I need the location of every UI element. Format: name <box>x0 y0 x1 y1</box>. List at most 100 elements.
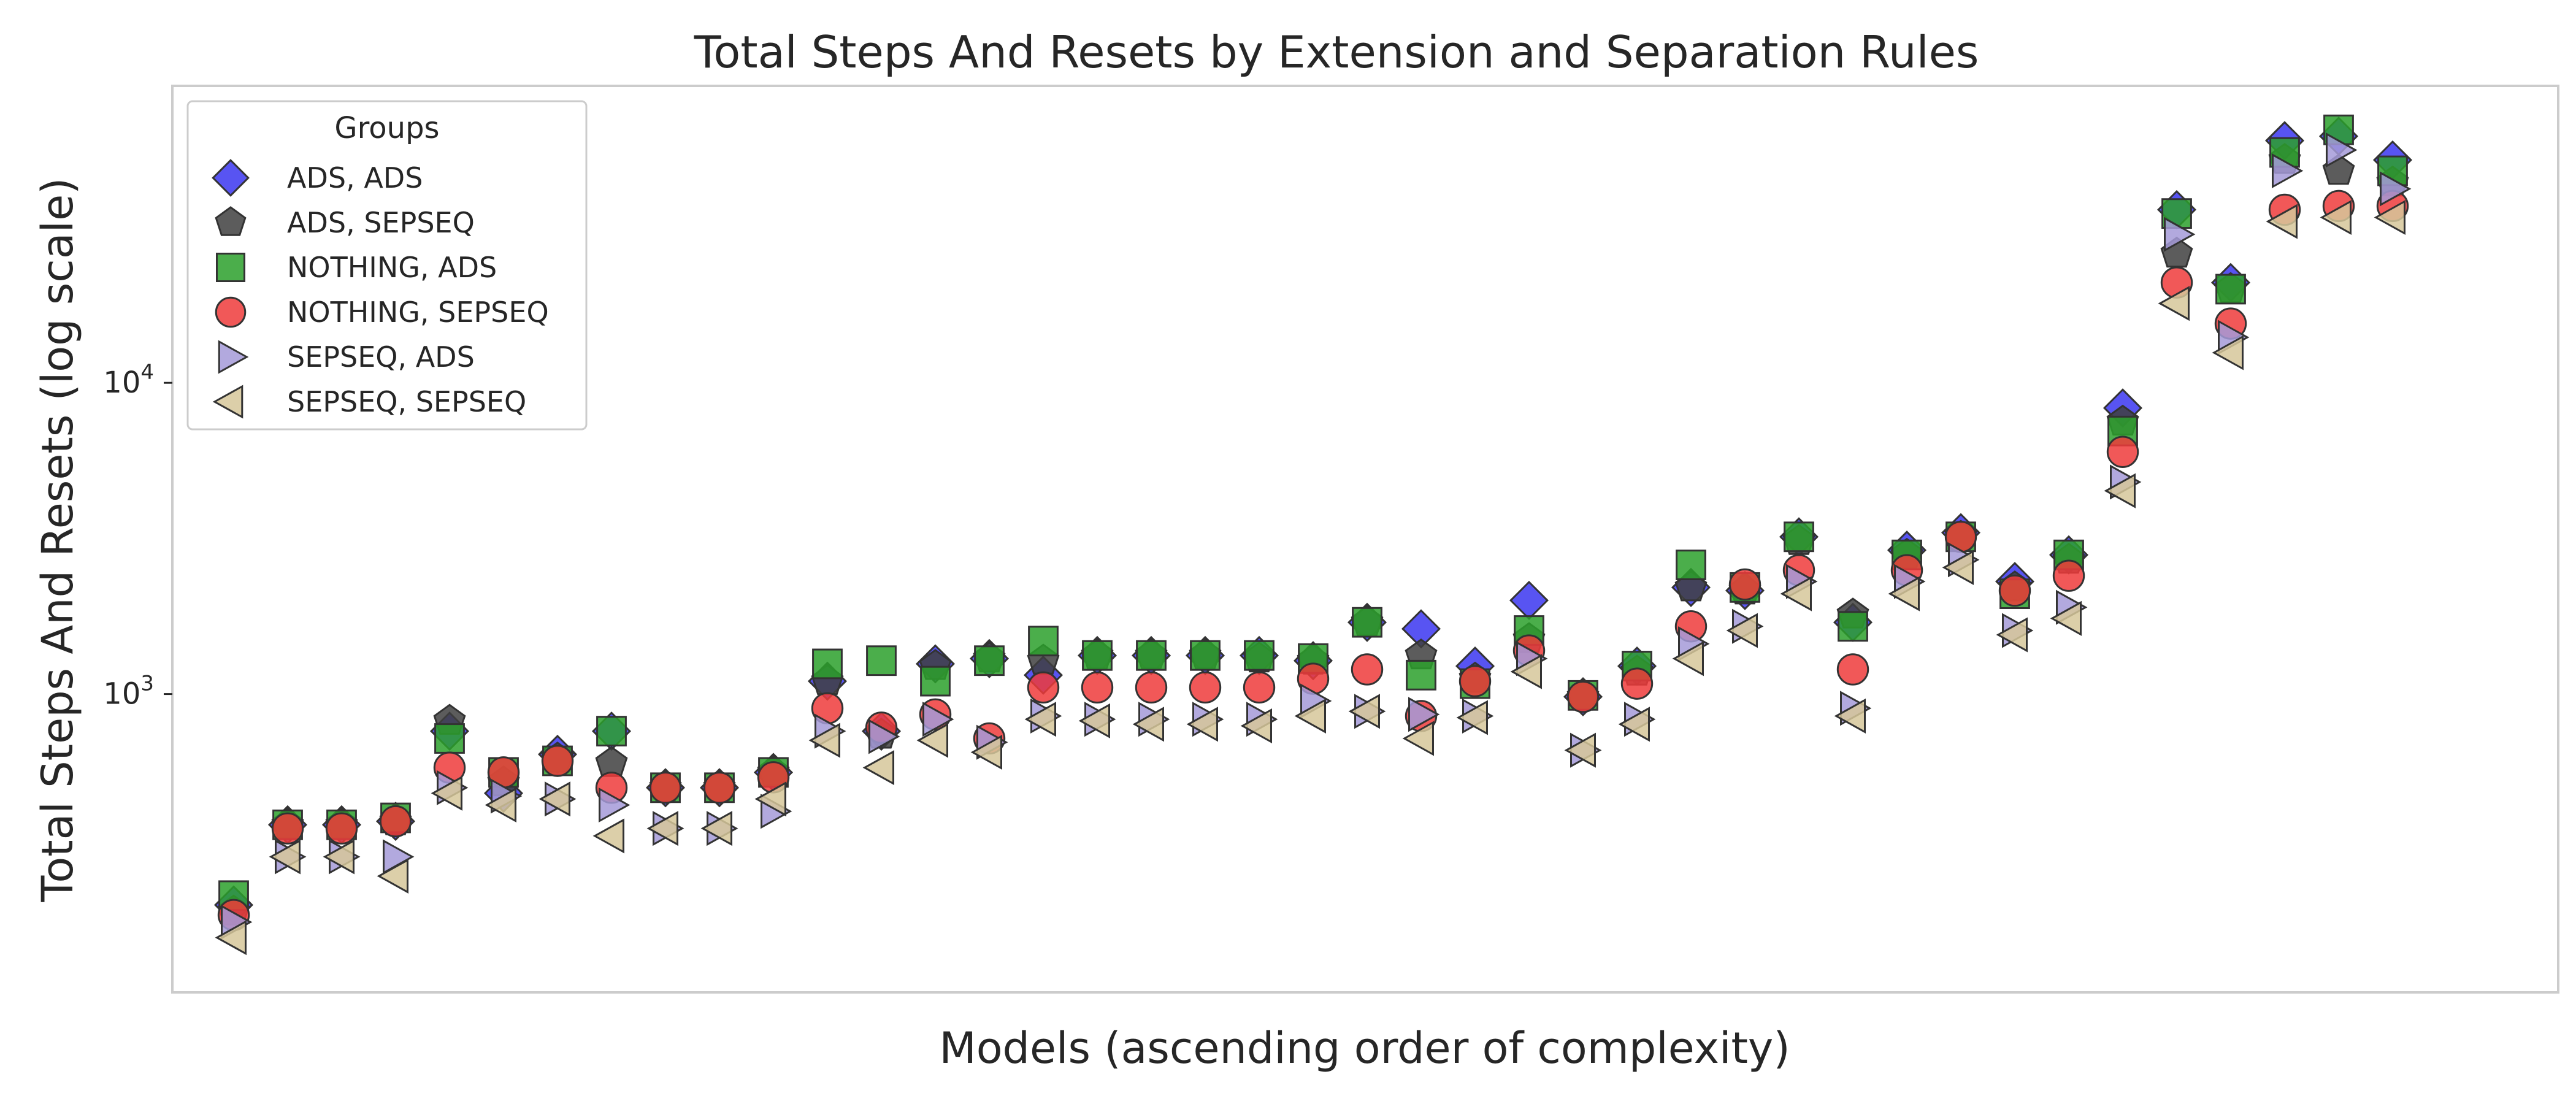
legend-marker-square <box>216 253 245 282</box>
data-point <box>1402 721 1434 756</box>
data-point <box>1081 671 1114 704</box>
data-point <box>1672 641 1704 677</box>
legend-box <box>186 100 588 431</box>
data-point <box>2374 199 2405 236</box>
data-point <box>379 805 412 838</box>
data-point <box>1408 697 1440 732</box>
data-point <box>599 787 631 823</box>
data-point <box>1620 667 1654 700</box>
y-axis-label: Total Steps And Resets (log scale) <box>33 178 83 903</box>
legend-label: NOTHING, SEPSEQ <box>287 296 549 329</box>
data-point <box>1186 707 1218 742</box>
data-point <box>1676 550 1706 580</box>
data-point <box>2050 600 2082 636</box>
data-point <box>1027 671 1060 704</box>
data-point <box>866 645 897 677</box>
data-point <box>485 787 516 823</box>
data-point <box>1348 694 1380 729</box>
data-point <box>1082 640 1113 671</box>
legend-label: SEPSEQ, ADS <box>287 340 475 374</box>
data-point <box>2380 171 2412 207</box>
data-point <box>646 811 678 846</box>
data-point <box>1352 607 1382 638</box>
data-point <box>700 811 732 846</box>
data-point <box>271 812 304 845</box>
data-point <box>754 781 786 817</box>
data-point <box>2266 204 2298 239</box>
data-point <box>431 775 462 811</box>
data-point <box>269 839 301 875</box>
legend-label: NOTHING, ADS <box>287 251 497 284</box>
legend-marker-pentagon <box>215 206 247 236</box>
data-point <box>323 839 355 875</box>
data-point <box>325 812 358 845</box>
data-point <box>434 723 465 754</box>
data-point <box>920 665 951 697</box>
chart-title: Total Steps And Resets by Extension and … <box>694 26 1979 78</box>
data-point <box>1942 550 1974 585</box>
data-point <box>812 648 843 680</box>
y-ticks: 103 104 <box>103 360 172 711</box>
data-point <box>1351 653 1384 686</box>
data-point <box>703 772 736 804</box>
data-point <box>1136 640 1167 671</box>
data-point <box>1294 698 1326 734</box>
data-point <box>1834 698 1866 734</box>
legend-marker-circle <box>215 296 247 328</box>
legend-label: ADS, SEPSEQ <box>287 206 475 239</box>
data-point <box>1078 703 1110 738</box>
data-point <box>1726 613 1758 648</box>
data-point <box>1024 702 1056 737</box>
data-point <box>1836 653 1869 686</box>
data-point <box>1132 707 1164 742</box>
data-point <box>1135 671 1168 704</box>
data-point <box>868 719 900 754</box>
y-tick-label: 103 <box>103 672 154 711</box>
data-point <box>2272 153 2304 189</box>
data-point <box>2164 217 2196 252</box>
data-point <box>1618 707 1650 742</box>
data-point <box>377 858 408 894</box>
data-point <box>1189 671 1222 704</box>
data-point <box>2158 286 2190 321</box>
data-point <box>2212 335 2244 370</box>
legend-marker-triangle-left <box>212 385 243 419</box>
data-point <box>2326 132 2358 168</box>
data-point <box>922 702 954 737</box>
legend-marker-diamond <box>212 159 250 197</box>
legend-label: SEPSEQ, SEPSEQ <box>287 385 526 418</box>
data-point <box>1996 617 2028 653</box>
data-point <box>916 723 948 758</box>
data-point <box>1406 659 1436 691</box>
data-point <box>1240 708 1272 744</box>
y-tick-label: 104 <box>103 360 154 400</box>
data-point <box>596 716 627 746</box>
data-point <box>215 920 247 956</box>
data-point <box>1784 521 1814 553</box>
legend-title: Groups <box>334 111 439 145</box>
legend-label: ADS, ADS <box>287 161 423 194</box>
data-point <box>1190 640 1221 671</box>
data-point <box>2215 274 2246 305</box>
legend-entries: ADS, ADS ADS, SEPSEQ NOTHING, ADS NOTHING, … <box>212 159 549 419</box>
data-point <box>1510 654 1542 689</box>
data-point <box>2104 473 2136 508</box>
data-markers <box>213 114 2413 956</box>
data-point <box>1888 576 1920 611</box>
data-point <box>1780 576 1812 611</box>
data-point <box>1028 626 1059 657</box>
data-point <box>862 750 894 786</box>
data-point <box>541 745 574 777</box>
data-point <box>974 645 1005 677</box>
data-point <box>2052 559 2085 592</box>
data-point <box>539 781 570 817</box>
legend-marker-triangle-right <box>218 340 249 374</box>
data-point <box>649 772 682 804</box>
data-point <box>1998 574 2031 607</box>
data-point <box>1243 671 1276 704</box>
data-point <box>1459 665 1492 697</box>
legend: Groups ADS, ADS ADS, SEPSEQ NOTHING, ADS NO… <box>186 100 588 431</box>
series-sepseq-sepseq <box>215 199 2405 956</box>
data-point <box>2320 199 2352 236</box>
data-point <box>2106 435 2139 468</box>
